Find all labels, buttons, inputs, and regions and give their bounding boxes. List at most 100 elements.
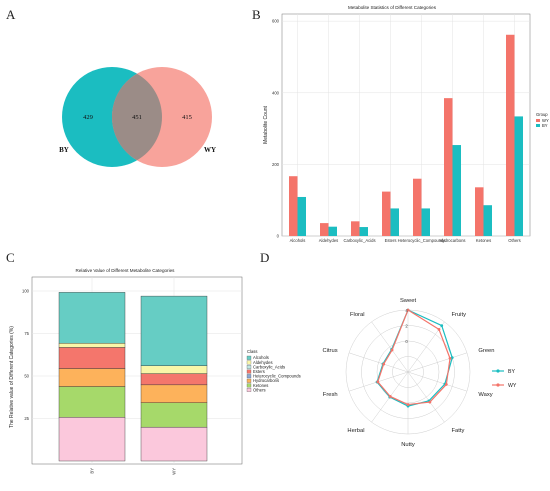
stacked-legend-label-7: Others (253, 387, 266, 392)
stacked-legend-label-6: Ketones (253, 383, 268, 388)
bar-ytick-label-3: 600 (272, 19, 280, 24)
stacked-ytick-label-1: 50 (24, 374, 29, 379)
bar-by-2 (359, 227, 368, 236)
radar-spoke-3 (407, 371, 468, 392)
bar-xtick-label-4: Heterocyclic_Compounds (398, 238, 446, 243)
stacked-seg-wy-3 (140, 373, 208, 386)
radar-legend-dot-0 (496, 369, 500, 373)
stacked-legend-label-5: Hydrocarbons (253, 378, 279, 383)
bar-chart-panel: Metabolite Statistics of Different Categ… (263, 5, 549, 243)
bar-by-7 (514, 116, 523, 236)
radar-legend-dot-1 (496, 383, 500, 387)
bar-ytick-label-2: 400 (272, 90, 280, 95)
stacked-legend-swatch-6 (246, 383, 252, 388)
radar-point-wy-8 (382, 362, 386, 366)
bar-wy-1 (320, 223, 329, 236)
bar-legend-wy: WY (542, 118, 549, 123)
stacked-chart-ylabel: The Relative value of Different Categori… (9, 326, 15, 428)
radar-axis-label-0: Sweet (400, 298, 417, 304)
radar-spoke-9 (371, 321, 409, 373)
stacked-chart-title: Relative Value of Different Metabolite C… (76, 268, 176, 273)
bar-xtick-label-0: Alcohols (290, 238, 306, 243)
radar-rtick-label-2: 4 (405, 308, 408, 313)
stacked-bar-panel: Relative Value of Different Metabolite C… (9, 268, 301, 475)
radar-point-wy-2 (448, 356, 452, 360)
bar-by-4 (421, 208, 430, 236)
venn-label-by: BY (59, 146, 69, 154)
bar-wy-0 (289, 176, 298, 236)
radar-axis-label-8: Citrus (322, 348, 337, 354)
radar-point-wy-4 (428, 400, 432, 404)
radar-axis-label-4: Fatty (451, 428, 464, 434)
radar-spoke-4 (407, 371, 445, 423)
radar-axis-label-2: Green (478, 348, 494, 354)
bar-ytick-label-1: 200 (272, 162, 280, 167)
bar-wy-3 (382, 191, 391, 236)
radar-spoke-2 (407, 352, 468, 373)
radar-axis-label-6: Herbal (347, 428, 364, 434)
venn-label-wy: WY (204, 146, 216, 154)
radar-axis-label-3: Waxy (478, 392, 492, 398)
stacked-legend-swatch-1 (246, 360, 252, 365)
radar-axis-label-7: Fresh (323, 392, 338, 398)
radar-point-wy-5 (406, 403, 410, 406)
bar-by-5 (452, 145, 461, 236)
stacked-seg-wy-1 (140, 365, 208, 374)
stacked-legend-swatch-7 (246, 388, 252, 392)
venn-unique-wy: 415 (182, 114, 192, 121)
stacked-legend-label-0: Alcohols (253, 355, 269, 360)
venn-diagram: 429 451 415 BY WY (59, 67, 216, 167)
stacked-seg-by-1 (58, 342, 126, 348)
bar-by-0 (297, 196, 306, 236)
bar-legend-title: Group (536, 112, 548, 117)
venn-unique-by: 429 (83, 114, 93, 121)
venn-intersection (112, 73, 162, 161)
bar-chart-title: Metabolite Statistics of Different Categ… (348, 5, 437, 10)
stacked-xtick-label-0: BY (90, 468, 95, 474)
bar-chart-frame (281, 13, 531, 237)
stacked-ytick-label-2: 75 (24, 331, 29, 336)
panel-label-d: D (260, 250, 269, 265)
bar-xtick-label-3: Esters (385, 238, 397, 243)
radar-rtick-label-1: 2 (405, 323, 408, 328)
stacked-seg-wy-5 (140, 384, 208, 403)
stacked-ytick-label-3: 100 (22, 289, 30, 294)
bar-xtick-label-7: Others (508, 238, 521, 243)
radar-point-wy-3 (444, 383, 448, 386)
stacked-legend-swatch-2 (246, 365, 252, 369)
stacked-legend-swatch-0 (246, 355, 252, 360)
bar-wy-7 (506, 34, 515, 236)
bar-xtick-label-2: Carboxylic_Acids (343, 238, 375, 243)
panel-label-b: B (252, 7, 261, 22)
stacked-legend-label-4: Heterocyclic_Compounds (253, 374, 301, 379)
stacked-seg-by-5 (58, 368, 126, 387)
radar-point-by-1 (440, 324, 444, 328)
bar-by-1 (328, 226, 337, 236)
panel-label-a: A (6, 7, 16, 22)
stacked-legend-label-1: Aldehydes (253, 360, 273, 365)
bar-wy-2 (351, 221, 360, 236)
venn-intersection-count: 451 (132, 114, 142, 121)
stacked-legend-title: Class (247, 349, 257, 354)
panel-label-c: C (6, 250, 15, 265)
radar-axis-label-9: Floral (350, 312, 365, 318)
bar-wy-5 (444, 98, 453, 236)
radar-rtick-label-0: 0 (405, 339, 408, 344)
bar-by-6 (483, 205, 492, 236)
radar-point-wy-6 (388, 395, 392, 398)
bar-wy-4 (413, 178, 422, 236)
bar-xtick-label-6: Ketones (476, 238, 491, 243)
bar-ytick-label-0: 0 (277, 234, 280, 239)
stacked-seg-by-7 (58, 417, 126, 462)
stacked-seg-wy-0 (140, 295, 208, 367)
stacked-seg-by-3 (58, 347, 126, 369)
stacked-legend-swatch-3 (246, 369, 252, 374)
stacked-legend-swatch-4 (246, 374, 252, 379)
radar-legend-label-1: WY (508, 383, 517, 389)
radar-axis-label-5: Nutty (401, 442, 415, 448)
bar-xtick-label-1: Aldehydes (319, 238, 339, 243)
radar-legend-label-0: BY (508, 369, 515, 375)
stacked-seg-by-0 (58, 292, 126, 344)
stacked-legend-label-2: Carboxylic_Acids (253, 364, 285, 369)
bar-by-3 (390, 208, 399, 236)
